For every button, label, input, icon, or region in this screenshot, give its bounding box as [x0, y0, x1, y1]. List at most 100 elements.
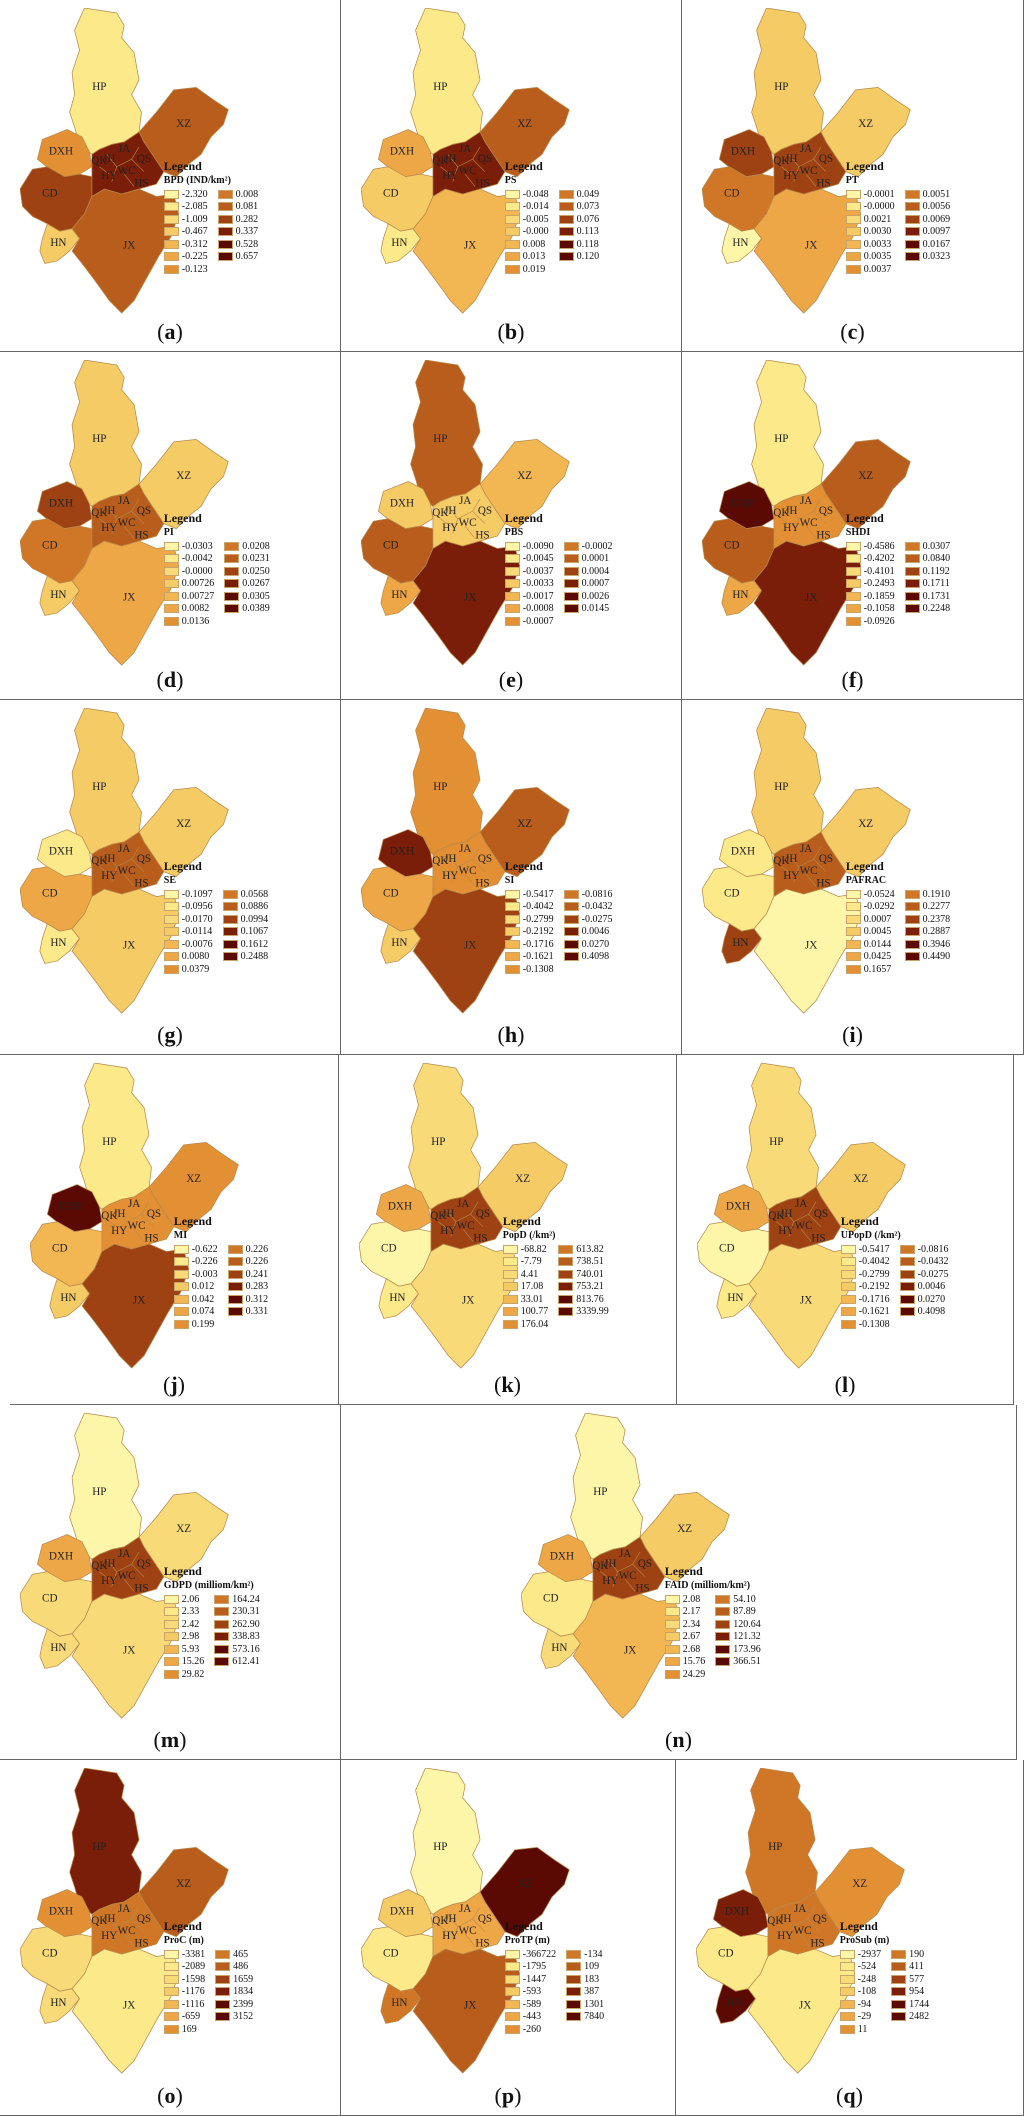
legend-value: -134: [584, 1948, 603, 1960]
legend-value: -94: [857, 1998, 872, 2010]
legend-class: -0.2192: [840, 1281, 890, 1293]
legend-swatch: [214, 1657, 230, 1667]
legend: Legend GDPD (milliom/km²) 2.06 2.33 2.42 2.98…: [163, 1564, 260, 1681]
legend-class: 0.0270: [899, 1294, 949, 1306]
legend-class: -0.014: [504, 201, 549, 213]
legend-class: 0.226: [227, 1256, 268, 1268]
legend-variable: GDPD (milliom/km²): [163, 1579, 254, 1591]
map-panel-f: HP XZ DXH CD HN JX QK JH JA QS HY WC HS Legend SHDI -0.…: [682, 352, 1024, 700]
legend-value: 0.2488: [240, 951, 269, 963]
legend-value: 0.012: [191, 1281, 215, 1293]
district-jx: [412, 540, 521, 666]
district-dxh: [46, 1184, 103, 1233]
legend-value: 0.0045: [863, 926, 892, 938]
map-panel-g: HP XZ DXH CD HN JX QK JH JA QS HY WC HS Legend SE -0.10…: [0, 700, 341, 1055]
central-district-borders: [600, 1551, 646, 1592]
district-label-hn: HN: [726, 1997, 742, 2009]
panel-caption: (j): [163, 1372, 185, 1397]
district-label-hs: HS: [134, 878, 148, 890]
legend-value: 0.0886: [240, 901, 269, 913]
district-label-hn: HN: [391, 589, 407, 601]
legend-class: -0.0090: [504, 541, 554, 553]
legend-class: -1598: [163, 1974, 205, 1986]
legend-value: 0.0305: [242, 590, 270, 602]
district-core: [91, 131, 165, 198]
district-jx: [412, 1948, 521, 2074]
legend-value: -7.79: [520, 1256, 542, 1268]
district-label-qs: QS: [478, 853, 492, 865]
legend-class: -7.79: [502, 1256, 549, 1268]
district-label-ja: JA: [795, 1198, 807, 1210]
district-core: [767, 1891, 841, 1958]
legend-swatch: [504, 189, 520, 199]
central-district-borders: [99, 1551, 145, 1592]
legend-class: 0.1711: [904, 578, 951, 590]
district-label-hp: HP: [431, 1136, 445, 1148]
legend-swatch: [222, 952, 238, 962]
legend-class: -108: [839, 1986, 881, 1998]
district-label-xz: XZ: [517, 818, 532, 830]
district-label-dxh: DXH: [390, 497, 414, 509]
legend-swatch: [840, 1294, 856, 1304]
legend-value: 0.118: [576, 238, 599, 250]
legend-value: 15.76: [682, 1656, 706, 1668]
district-label-xz: XZ: [176, 470, 191, 482]
legend-class: 3339.99: [558, 1306, 609, 1318]
legend-value: 0.1910: [922, 888, 951, 900]
legend-value: 15.26: [181, 1656, 205, 1668]
legend-class: -0.0275: [899, 1269, 948, 1281]
legend-value: 613.82: [576, 1243, 604, 1255]
district-label-hy: HY: [602, 1575, 618, 1587]
district-label-cd: CD: [718, 1947, 734, 1959]
panel-caption: (n): [665, 1727, 692, 1752]
legend-swatch: [845, 952, 861, 962]
legend-swatch: [558, 1294, 574, 1304]
legend-swatch: [558, 202, 574, 212]
district-core: [430, 1186, 504, 1253]
legend-title: Legend: [845, 510, 884, 525]
legend-class: 753.21: [558, 1281, 609, 1293]
legend-swatch: [224, 566, 240, 576]
legend-value: 0.0379: [181, 963, 210, 975]
legend-class: -0.1716: [840, 1294, 890, 1306]
legend-class: 0.4098: [563, 951, 613, 963]
legend: Legend PAFRAC -0.0524 -0.0292 0.0007 0.0045 0.…: [845, 859, 951, 976]
legend-swatch: [502, 1294, 518, 1304]
district-jx: [748, 1243, 857, 1369]
legend-swatch: [504, 579, 520, 589]
legend-class: 0.0389: [224, 603, 270, 615]
legend-value: 0.008: [522, 238, 546, 250]
district-label-cd: CD: [543, 1592, 559, 1604]
legend-title: Legend: [504, 1918, 543, 1933]
map-panel-q: HP XZ DXH CD HN JX QK JH JA QS HY WC HS Legend ProSub …: [676, 1760, 1024, 2116]
legend-swatch: [224, 554, 240, 564]
legend-swatch: [563, 939, 579, 949]
district-label-jx: JX: [464, 940, 476, 952]
district-core: [432, 483, 506, 550]
legend-value: -2089: [181, 1961, 206, 1973]
legend-swatch: [173, 1269, 189, 1279]
district-label-cd: CD: [724, 887, 740, 899]
legend-swatch: [664, 1632, 680, 1642]
district-hn: [721, 223, 762, 264]
legend-value: 0.013: [522, 251, 546, 263]
legend-swatch: [566, 1962, 582, 1972]
legend-class: 11: [839, 2024, 881, 2036]
legend-value: -0.0303: [181, 540, 213, 552]
legend-swatch: [845, 202, 861, 212]
legend-swatch: [840, 1269, 856, 1279]
legend-class: -0.0002: [563, 541, 612, 553]
legend-class: -0.5417: [840, 1244, 890, 1256]
legend-class: -0.0524: [845, 889, 895, 901]
district-label-xz: XZ: [176, 818, 191, 830]
legend-swatch: [904, 591, 920, 601]
legend-value: 87.89: [733, 1606, 756, 1618]
legend-class: 1301: [566, 1999, 604, 2011]
legend-class: 0.0001: [563, 553, 613, 565]
legend-class: 0.0305: [224, 591, 270, 603]
district-label-cd: CD: [383, 187, 399, 199]
legend-swatch: [217, 189, 233, 199]
legend-class: 0.012: [173, 1281, 218, 1293]
legend: Legend PT -0.0001 -0.0000 0.0021 0.0030 0.0033…: [845, 159, 950, 276]
legend-swatch: [839, 1999, 855, 2009]
